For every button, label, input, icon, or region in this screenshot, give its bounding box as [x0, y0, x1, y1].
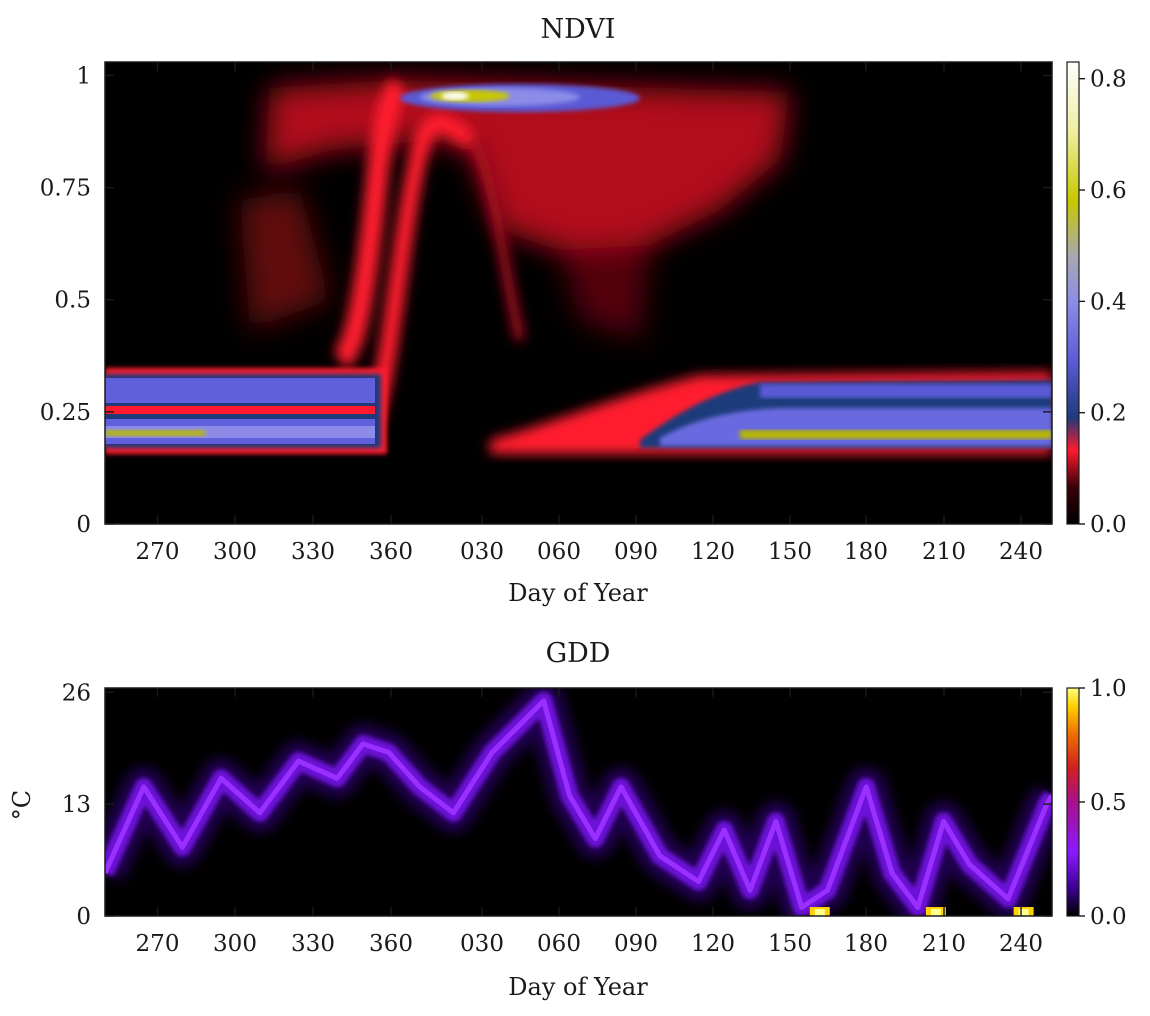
gdd-ylabel: °C [8, 790, 36, 820]
x-tick-label: 120 [691, 931, 735, 957]
x-tick-label: 240 [999, 539, 1043, 565]
ndvi-frame [104, 61, 1053, 525]
colorbar-tick-label: 0.4 [1090, 289, 1127, 315]
x-tick-label: 180 [844, 931, 888, 957]
ndvi-xlabel: Day of Year [508, 579, 648, 607]
gdd-frame [104, 687, 1053, 917]
x-tick-label: 150 [768, 539, 812, 565]
x-tick-label: 180 [844, 539, 888, 565]
ndvi-heatmap [105, 77, 1052, 454]
x-tick-label: 210 [922, 539, 966, 565]
x-tick-label: 060 [537, 539, 581, 565]
gdd-hotspot-core [1018, 909, 1029, 916]
x-tick-label: 300 [213, 931, 257, 957]
y-tick-label: 0 [76, 512, 91, 538]
gdd-heatmap [105, 688, 1052, 916]
y-tick-label: 1 [76, 63, 91, 89]
gdd-colorbar-ticks: 0.0 0.5 1.0 [1079, 676, 1127, 930]
gdd-colorbar [1066, 687, 1080, 917]
y-tick-label: 0 [76, 904, 91, 930]
x-tick-label: 300 [213, 539, 257, 565]
x-tick-label: 060 [537, 931, 581, 957]
y-tick-label: 0.5 [54, 288, 91, 314]
ndvi-early-band [105, 368, 387, 454]
x-tick-label: 240 [999, 931, 1043, 957]
y-tick-label: 26 [62, 680, 91, 706]
gdd-title: GDD [546, 638, 611, 669]
colorbar-tick-label: 0.2 [1090, 401, 1127, 427]
ndvi-colorbar [1066, 61, 1080, 525]
x-tick-label: 360 [369, 931, 413, 957]
x-tick-label: 090 [614, 931, 658, 957]
colorbar-tick-label: 0.8 [1090, 67, 1127, 93]
colorbar-tick-label: 0.5 [1090, 790, 1127, 816]
x-tick-label: 030 [460, 931, 504, 957]
x-tick-label: 090 [614, 539, 658, 565]
x-tick-label: 270 [136, 931, 180, 957]
x-tick-label: 330 [291, 931, 335, 957]
x-tick-label: 150 [768, 931, 812, 957]
x-tick-label: 120 [691, 539, 735, 565]
gdd-axis-ticks: 270 300 330 360 030 060 090 120 150 180 210 240 0 13 2… [62, 680, 1052, 957]
ndvi-title: NDVI [541, 14, 616, 45]
gdd-hotspot-core [814, 909, 825, 916]
ndvi-colorbar-ticks: 0.0 0.2 0.4 0.6 0.8 [1079, 67, 1127, 538]
gdd-trace-line [105, 698, 1052, 910]
colorbar-tick-label: 0.0 [1090, 904, 1127, 930]
gdd-xlabel: Day of Year [508, 973, 648, 1001]
ndvi-axis-ticks: 270 300 330 360 030 060 090 120 150 180 210 240 0 0.2… [40, 62, 1052, 565]
colorbar-tick-label: 0.0 [1090, 512, 1127, 538]
colorbar-tick-label: 0.6 [1090, 178, 1127, 204]
colorbar-tick-label: 1.0 [1090, 676, 1127, 702]
gdd-hotspot-core [930, 909, 941, 916]
x-tick-label: 330 [291, 539, 335, 565]
x-tick-label: 030 [460, 539, 504, 565]
y-tick-label: 13 [62, 792, 91, 818]
x-tick-label: 210 [922, 931, 966, 957]
ndvi-peak-band [400, 84, 640, 112]
y-tick-label: 0.75 [40, 176, 91, 202]
x-tick-label: 270 [136, 539, 180, 565]
x-tick-label: 360 [369, 539, 413, 565]
ndvi-late-band [490, 372, 1052, 454]
y-tick-label: 0.25 [40, 400, 91, 426]
